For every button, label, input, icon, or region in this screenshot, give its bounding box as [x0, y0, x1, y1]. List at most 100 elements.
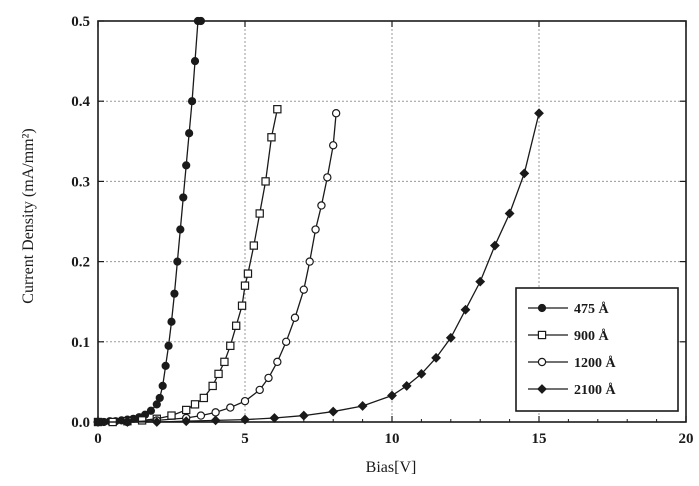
series-0-point-16: [170, 289, 179, 298]
series-2-point-18: [329, 141, 338, 150]
legend-label-2: 1200 Å: [574, 355, 617, 371]
series-2-point-5: [211, 408, 220, 417]
x-tick-label-2: 10: [385, 431, 400, 447]
y-tick-label-1: 0.1: [71, 335, 90, 351]
series-3-point-11: [401, 381, 412, 391]
series-3-point-20: [534, 108, 544, 119]
series-3-point-13: [431, 352, 442, 363]
series-1-point-16: [243, 269, 253, 278]
series-1-point-12: [226, 341, 235, 351]
series-0-point-20: [182, 161, 191, 170]
series-1: [93, 105, 282, 427]
series-2-point-11: [281, 337, 291, 346]
series-2-point-12: [290, 313, 300, 322]
series-0-point-19: [179, 193, 188, 202]
series-2-point-19: [331, 109, 341, 118]
series-0-point-25: [196, 16, 205, 26]
series-3-point-16: [475, 276, 486, 287]
series-2-point-7: [240, 396, 250, 406]
series-1-point-17: [249, 241, 259, 250]
y-tick-label-2: 0.2: [71, 255, 90, 271]
series-3-point-5: [240, 414, 250, 425]
y-tick-label-5: 0.5: [71, 14, 90, 30]
legend-entry-2: 1200 Å: [528, 355, 617, 371]
series-1-point-10: [214, 369, 223, 379]
series-0-point-11: [155, 393, 164, 403]
series-0-point-23: [190, 57, 200, 66]
legend-entry-0: 475 Å: [528, 301, 610, 317]
legend-entry-1: 900 Å: [528, 328, 610, 344]
legend-marker-0: [537, 303, 547, 313]
y-axis-label: Current Density (mA/mm²): [20, 128, 37, 303]
series-3: [93, 108, 544, 427]
x-tick-label-4: 20: [679, 431, 694, 447]
series-2-point-14: [305, 257, 314, 266]
series-0-point-9: [146, 406, 156, 415]
series-3-point-0: [93, 417, 103, 427]
series-1-point-9: [208, 381, 217, 391]
series-2-point-8: [255, 385, 264, 395]
series-2-point-6: [226, 403, 235, 412]
series-2-point-13: [299, 285, 308, 294]
series-1-point-14: [237, 301, 247, 310]
series-1-point-11: [220, 357, 229, 367]
series-line-1: [98, 109, 278, 423]
series-2-point-15: [311, 225, 320, 234]
series-3-point-17: [489, 240, 500, 251]
y-tick-label-0: 0.0: [71, 415, 90, 431]
series-2-point-9: [264, 373, 273, 383]
series-1-point-3: [137, 416, 147, 425]
series-1-point-8: [199, 393, 209, 403]
x-tick-label-0: 0: [94, 431, 102, 447]
legend-marker-1: [537, 330, 547, 340]
series-3-point-15: [460, 304, 471, 315]
series-0-point-15: [167, 317, 176, 326]
x-tick-label-3: 15: [532, 431, 547, 447]
legend-label-0: 475 Å: [574, 301, 610, 317]
x-axis-label: Bias[V]: [366, 459, 417, 476]
series-3-point-1: [122, 417, 133, 427]
y-tick-label-4: 0.4: [71, 94, 90, 110]
series-3-point-14: [445, 332, 456, 343]
series-1-point-5: [167, 411, 176, 420]
series-0-point-12: [158, 381, 167, 391]
series-3-point-6: [269, 413, 280, 423]
series-3-point-4: [210, 415, 221, 426]
series-3-point-8: [328, 406, 339, 417]
series-0-point-14: [164, 341, 173, 350]
series-3-point-18: [504, 208, 515, 219]
series-3-point-3: [181, 416, 192, 427]
series-0-point-22: [187, 97, 197, 106]
series-2-point-16: [317, 201, 326, 210]
series-3-point-2: [151, 417, 162, 427]
series-3-point-19: [519, 168, 530, 179]
series-1-point-21: [273, 105, 282, 114]
series-2-point-4: [196, 411, 206, 420]
series-0-point-17: [173, 257, 182, 266]
series-0-point-13: [161, 361, 170, 370]
series-2-point-17: [323, 173, 332, 182]
series-3-point-7: [298, 410, 309, 421]
series-2-point-10: [273, 357, 282, 367]
series-1-point-15: [240, 281, 250, 290]
series-3-point-10: [387, 390, 397, 401]
series-3-point-9: [357, 401, 368, 411]
legend-label-3: 2100 Å: [574, 382, 617, 398]
series-1-point-20: [267, 133, 276, 142]
x-tick-label-1: 5: [241, 431, 249, 447]
legend-marker-2: [537, 357, 547, 367]
legend: 475 Å 900 Å 1200 Å 2100 Å: [515, 287, 679, 412]
series-1-point-19: [261, 177, 270, 186]
series-0: [93, 16, 205, 427]
legend-marker-3: [537, 384, 547, 394]
series-0-point-18: [176, 225, 185, 234]
series-layer: [93, 16, 544, 427]
series-1-point-13: [231, 321, 241, 330]
legend-entry-3: 2100 Å: [528, 382, 617, 398]
series-0-point-21: [185, 129, 194, 138]
series-3-point-12: [416, 368, 427, 379]
series-1-point-7: [190, 400, 200, 409]
series-1-point-18: [255, 209, 264, 218]
